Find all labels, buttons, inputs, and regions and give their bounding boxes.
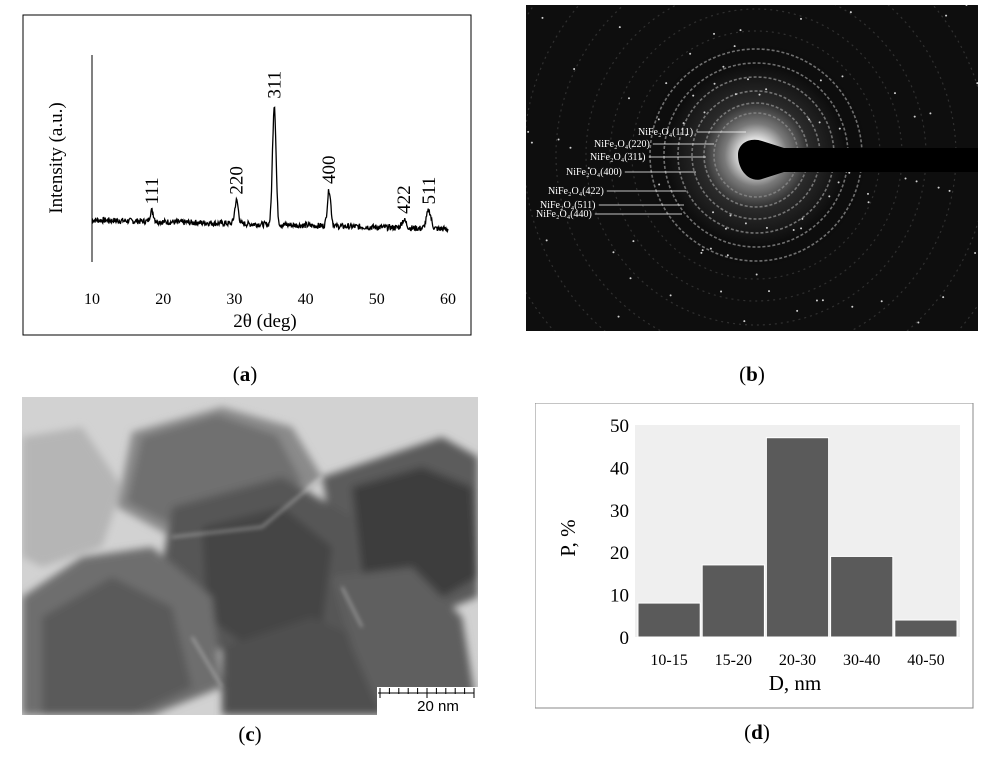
- xrd-chart: 111 220 311 400 422 511 10 20 30 40 50 60 Intensit…: [22, 14, 472, 336]
- xrd-x-tick: 30: [226, 291, 242, 308]
- saed-ring-label: NiFe₂O₄(220): [594, 139, 650, 150]
- histogram-bar: [830, 555, 894, 638]
- histogram-x-tick: 15-20: [715, 652, 752, 669]
- histogram-y-ticks: 0 10 20 30 40 50: [610, 416, 630, 649]
- xrd-x-tick: 20: [155, 291, 171, 308]
- xrd-peak-label: 311: [264, 71, 285, 99]
- histogram-ylabel: P, %: [556, 519, 580, 556]
- saed-ring-label: NiFe₂O₄(111): [638, 127, 693, 138]
- xrd-curve: [91, 106, 449, 234]
- xrd-panel: 111 220 311 400 422 511 10 20 30 40 50 60 Intensit…: [0, 0, 480, 386]
- saed-ring-label: NiFe₂O₄(422): [548, 186, 604, 197]
- xrd-peak-labels: 111 220 311 400 422 511: [142, 71, 440, 214]
- tem-image: 20 nm: [22, 397, 478, 715]
- xrd-peak-label: 400: [319, 155, 340, 184]
- histogram-chart: 0 10 20 30 40 50 10-15 15-20 20-30 30-40 40-50 P,…: [534, 402, 974, 709]
- histogram-xlabel: D, nm: [769, 671, 822, 695]
- xrd-peak-label: 511: [419, 177, 440, 205]
- histogram-x-tick: 40-50: [907, 652, 944, 669]
- histogram-bar: [894, 619, 958, 638]
- saed-ring-label: NiFe₂O₄(400): [566, 167, 622, 178]
- histogram-y-tick: 30: [610, 501, 629, 522]
- histogram-y-tick: 10: [610, 586, 629, 607]
- saed-ring-labels: NiFe₂O₄(111)NiFe₂O₄(220) NiFe₂O₄(311) NiFe…: [536, 127, 746, 220]
- saed-image: NiFe₂O₄(111)NiFe₂O₄(220) NiFe₂O₄(311) NiFe…: [449, 0, 998, 462]
- saed-ring-label: NiFe₂O₄(440): [536, 209, 592, 220]
- histogram-bar: [765, 437, 830, 638]
- xrd-x-tick: 10: [84, 291, 100, 308]
- xrd-ylabel: Intensity (a.u.): [46, 102, 67, 213]
- xrd-x-ticks: 10 20 30 40 50 60: [84, 291, 456, 308]
- xrd-peak-label: 220: [227, 166, 248, 195]
- histogram-x-ticks: 10-15 15-20 20-30 30-40 40-50: [650, 652, 944, 669]
- scalebar-label: 20 nm: [417, 698, 459, 715]
- xrd-xlabel: 2θ (deg): [233, 311, 296, 332]
- saed-ring-label: NiFe₂O₄(511): [540, 200, 595, 211]
- xrd-peak-label: 111: [142, 177, 163, 204]
- histogram-x-tick: 20-30: [779, 652, 816, 669]
- xrd-peak-label: 422: [394, 185, 415, 214]
- panel-label-a: (a): [232, 362, 258, 386]
- histogram-bar: [637, 602, 701, 638]
- tem-panel: 20 nm (c): [22, 397, 478, 746]
- xrd-x-tick: 40: [298, 291, 314, 308]
- xrd-x-tick: 60: [440, 291, 456, 308]
- histogram-y-tick: 0: [620, 628, 630, 649]
- histogram-bar: [701, 564, 765, 638]
- histogram-y-tick: 20: [610, 543, 629, 564]
- panel-label-d: (d): [744, 720, 770, 744]
- panel-label-b: (b): [739, 362, 765, 386]
- xrd-x-tick: 50: [369, 291, 385, 308]
- xrd-frame: [22, 14, 472, 336]
- histogram-x-tick: 30-40: [843, 652, 880, 669]
- histogram-y-tick: 50: [610, 416, 629, 437]
- saed-panel: NiFe₂O₄(111) NiFe₂O₄(220) NiFe₂O₄(311) NiFe…: [449, 0, 998, 462]
- saed-ring-label: NiFe₂O₄(311): [590, 152, 645, 163]
- histogram-bars: [637, 437, 958, 638]
- histogram-y-tick: 40: [610, 458, 629, 479]
- histogram-panel: 0 10 20 30 40 50 10-15 15-20 20-30 30-40 40-50 P,…: [534, 402, 975, 744]
- histogram-x-tick: 10-15: [650, 652, 687, 669]
- beam-stopper: [738, 139, 978, 180]
- panel-label-c: (c): [238, 722, 262, 746]
